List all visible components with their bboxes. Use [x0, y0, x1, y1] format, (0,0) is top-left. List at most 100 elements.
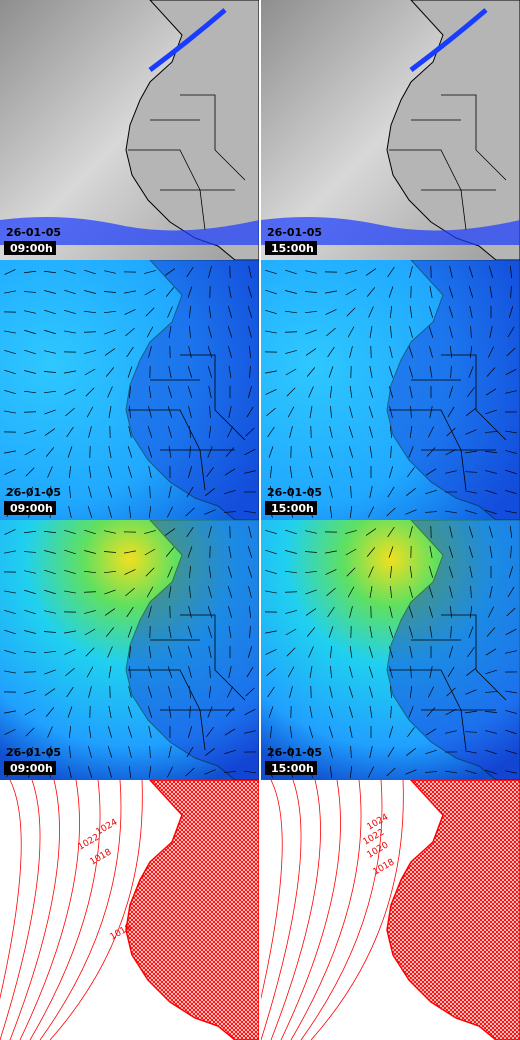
wind-arrow [389, 426, 393, 438]
wind-arrow [208, 426, 212, 438]
wind-arrow [449, 606, 453, 618]
map-panel: 26-01-05 09:00h [0, 520, 259, 780]
wind-arrow [329, 506, 333, 518]
wind-arrow [104, 589, 116, 595]
wind-arrow [284, 591, 298, 593]
wind-arrow [44, 270, 56, 274]
wind-arrow [349, 606, 353, 618]
wind-arrow [168, 746, 172, 758]
panel-date: 26-01-05 [6, 486, 61, 499]
wind-arrow [284, 331, 298, 333]
wind-arrow [225, 447, 235, 457]
wind-arrow [468, 366, 474, 378]
wind-arrow [23, 411, 37, 413]
panel-date: 26-01-05 [6, 746, 61, 759]
wind-arrow [386, 507, 396, 517]
panel-date: 26-01-05 [267, 486, 322, 499]
wind-arrow [105, 367, 115, 377]
wind-arrow [147, 706, 153, 718]
wind-arrow [87, 506, 93, 518]
wind-arrow [204, 769, 216, 775]
wind-arrow [44, 610, 56, 614]
panel-time: 09:00h [10, 242, 53, 255]
wind-arrow [348, 706, 354, 718]
wind-arrow [505, 469, 517, 475]
wind-arrow [448, 286, 454, 298]
wind-arrow [124, 569, 136, 575]
wind-arrow [369, 366, 373, 378]
wind-arrow [165, 287, 175, 297]
wind-arrow [369, 746, 373, 758]
wind-arrow [84, 570, 96, 574]
wind-arrow [308, 726, 314, 738]
wind-arrow [450, 625, 452, 639]
wind-arrow [304, 570, 318, 574]
wind-arrow [148, 466, 152, 478]
wind-arrow [108, 766, 112, 778]
wind-arrow [267, 426, 275, 438]
wind-arrow [4, 590, 16, 594]
wind-arrow [489, 586, 493, 598]
wind-arrow [24, 630, 36, 634]
wind-arrow [368, 666, 374, 678]
wind-arrow [124, 309, 136, 315]
wind-arrow [327, 346, 335, 358]
wind-arrow [129, 645, 131, 659]
wind-arrow [185, 507, 195, 517]
wind-arrow [187, 726, 193, 738]
wind-arrow [464, 471, 478, 473]
wind-arrow [349, 766, 353, 778]
wind-arrow [105, 627, 115, 637]
wind-arrow [469, 606, 473, 618]
wind-arrow [485, 409, 497, 415]
map-panel: 26-01-05 15:00h [261, 0, 520, 260]
wind-arrow [328, 366, 334, 378]
wind-arrow [148, 726, 152, 738]
wind-arrow [248, 326, 252, 338]
wind-arrow [248, 346, 252, 358]
wind-arrow [5, 487, 15, 497]
wind-arrow [508, 306, 514, 318]
wind-arrow [4, 410, 16, 414]
wind-arrow [247, 566, 253, 578]
wind-arrow [167, 306, 173, 318]
wind-arrow [68, 506, 72, 518]
wind-arrow [208, 306, 212, 318]
wind-arrow [465, 429, 477, 435]
land [125, 780, 259, 1040]
wind-arrow [207, 446, 213, 458]
wind-arrow [164, 268, 176, 276]
wind-arrow [328, 726, 334, 738]
wind-arrow [348, 686, 354, 698]
wind-arrow [148, 666, 152, 678]
wind-arrow [64, 630, 76, 634]
isobar [49, 780, 143, 1040]
wind-arrow [168, 486, 172, 498]
wind-arrow [304, 291, 318, 293]
wind-arrow [429, 366, 433, 378]
isobar [310, 780, 404, 1040]
wind-arrow [244, 770, 256, 774]
wind-arrow [448, 566, 454, 578]
wind-arrow [4, 330, 16, 334]
wind-arrow [24, 310, 36, 314]
wind-arrow [186, 486, 194, 498]
wind-arrow [24, 708, 36, 716]
wind-arrow [144, 530, 156, 534]
wind-arrow [168, 626, 172, 638]
wind-arrow [43, 650, 57, 654]
wind-arrow [389, 666, 393, 678]
wind-arrow [484, 691, 498, 693]
wind-arrow [189, 305, 191, 319]
wind-arrow [266, 667, 276, 677]
wind-arrow [224, 728, 236, 736]
wind-arrow [208, 686, 212, 698]
wind-arrow [390, 445, 392, 459]
wind-arrow [408, 366, 414, 378]
wind-arrow [484, 710, 498, 714]
wind-arrow [408, 706, 414, 718]
wind-arrow [407, 466, 415, 478]
wind-arrow [66, 686, 74, 698]
wind-arrow [189, 705, 191, 719]
wind-arrow [4, 469, 16, 475]
